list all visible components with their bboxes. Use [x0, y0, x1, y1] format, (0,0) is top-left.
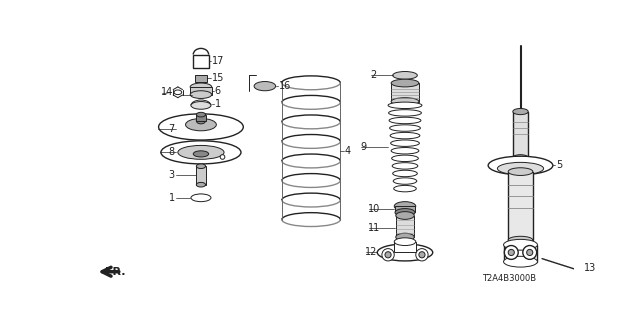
Ellipse shape — [391, 98, 419, 105]
Ellipse shape — [419, 252, 425, 258]
Bar — [193, 55, 209, 68]
Bar — [195, 75, 207, 82]
Ellipse shape — [527, 249, 533, 256]
Bar — [508, 172, 533, 240]
Ellipse shape — [392, 163, 418, 169]
Ellipse shape — [396, 212, 414, 219]
Ellipse shape — [191, 101, 211, 109]
Ellipse shape — [390, 125, 420, 131]
Ellipse shape — [513, 108, 528, 115]
Ellipse shape — [378, 244, 433, 261]
Text: 16: 16 — [279, 81, 291, 91]
Ellipse shape — [196, 164, 205, 169]
Text: FR.: FR. — [105, 268, 125, 277]
Bar — [504, 245, 538, 262]
Ellipse shape — [388, 102, 422, 108]
Ellipse shape — [388, 110, 421, 116]
Bar — [391, 83, 419, 101]
Ellipse shape — [191, 194, 211, 202]
Text: 5: 5 — [556, 160, 562, 171]
Ellipse shape — [394, 202, 416, 211]
Ellipse shape — [391, 79, 419, 87]
Ellipse shape — [508, 168, 533, 175]
Ellipse shape — [389, 117, 421, 124]
Ellipse shape — [395, 209, 415, 216]
Ellipse shape — [513, 155, 528, 161]
Text: 14: 14 — [161, 87, 173, 97]
Ellipse shape — [497, 162, 543, 175]
Ellipse shape — [382, 249, 394, 261]
Ellipse shape — [385, 252, 391, 258]
Ellipse shape — [190, 83, 212, 91]
Text: 15: 15 — [212, 73, 224, 84]
Bar — [395, 206, 415, 212]
Bar — [579, 266, 584, 276]
Ellipse shape — [508, 236, 533, 244]
Ellipse shape — [174, 90, 182, 95]
Ellipse shape — [159, 114, 243, 140]
Ellipse shape — [416, 249, 428, 261]
Ellipse shape — [196, 118, 205, 124]
Text: 17: 17 — [212, 57, 224, 67]
Ellipse shape — [178, 145, 224, 159]
Ellipse shape — [393, 170, 417, 177]
Text: 13: 13 — [584, 263, 596, 273]
Text: 1: 1 — [215, 99, 221, 109]
Ellipse shape — [161, 141, 241, 164]
Bar — [196, 166, 205, 185]
Ellipse shape — [220, 155, 225, 159]
Ellipse shape — [392, 155, 419, 162]
Ellipse shape — [504, 256, 538, 267]
Ellipse shape — [504, 239, 538, 250]
Bar — [394, 242, 416, 252]
Text: 11: 11 — [368, 223, 380, 233]
Ellipse shape — [488, 156, 553, 175]
Text: 8: 8 — [168, 147, 175, 157]
Ellipse shape — [523, 245, 537, 260]
Ellipse shape — [391, 148, 419, 154]
Bar — [196, 115, 205, 121]
Ellipse shape — [504, 245, 518, 260]
Ellipse shape — [390, 140, 419, 147]
Ellipse shape — [190, 91, 212, 99]
Text: 4: 4 — [345, 146, 351, 156]
Bar — [513, 112, 528, 158]
Bar — [396, 215, 414, 237]
Ellipse shape — [394, 185, 416, 192]
Text: 6: 6 — [215, 86, 221, 96]
Text: 12: 12 — [365, 247, 378, 258]
Text: T2A4B3000B: T2A4B3000B — [482, 274, 536, 283]
Ellipse shape — [393, 178, 417, 184]
Ellipse shape — [396, 233, 414, 241]
Ellipse shape — [254, 82, 276, 91]
Ellipse shape — [390, 132, 420, 139]
Text: 3: 3 — [168, 171, 175, 180]
Bar — [190, 87, 212, 95]
Text: 9: 9 — [360, 142, 367, 152]
Ellipse shape — [193, 151, 209, 157]
Ellipse shape — [508, 249, 515, 256]
Text: 7: 7 — [168, 124, 175, 134]
Ellipse shape — [196, 182, 205, 187]
Text: 1: 1 — [168, 193, 175, 203]
Ellipse shape — [393, 71, 417, 79]
Ellipse shape — [394, 238, 416, 245]
Text: 2: 2 — [371, 70, 376, 80]
Ellipse shape — [196, 112, 205, 117]
Ellipse shape — [186, 118, 216, 131]
Text: 10: 10 — [368, 204, 380, 214]
